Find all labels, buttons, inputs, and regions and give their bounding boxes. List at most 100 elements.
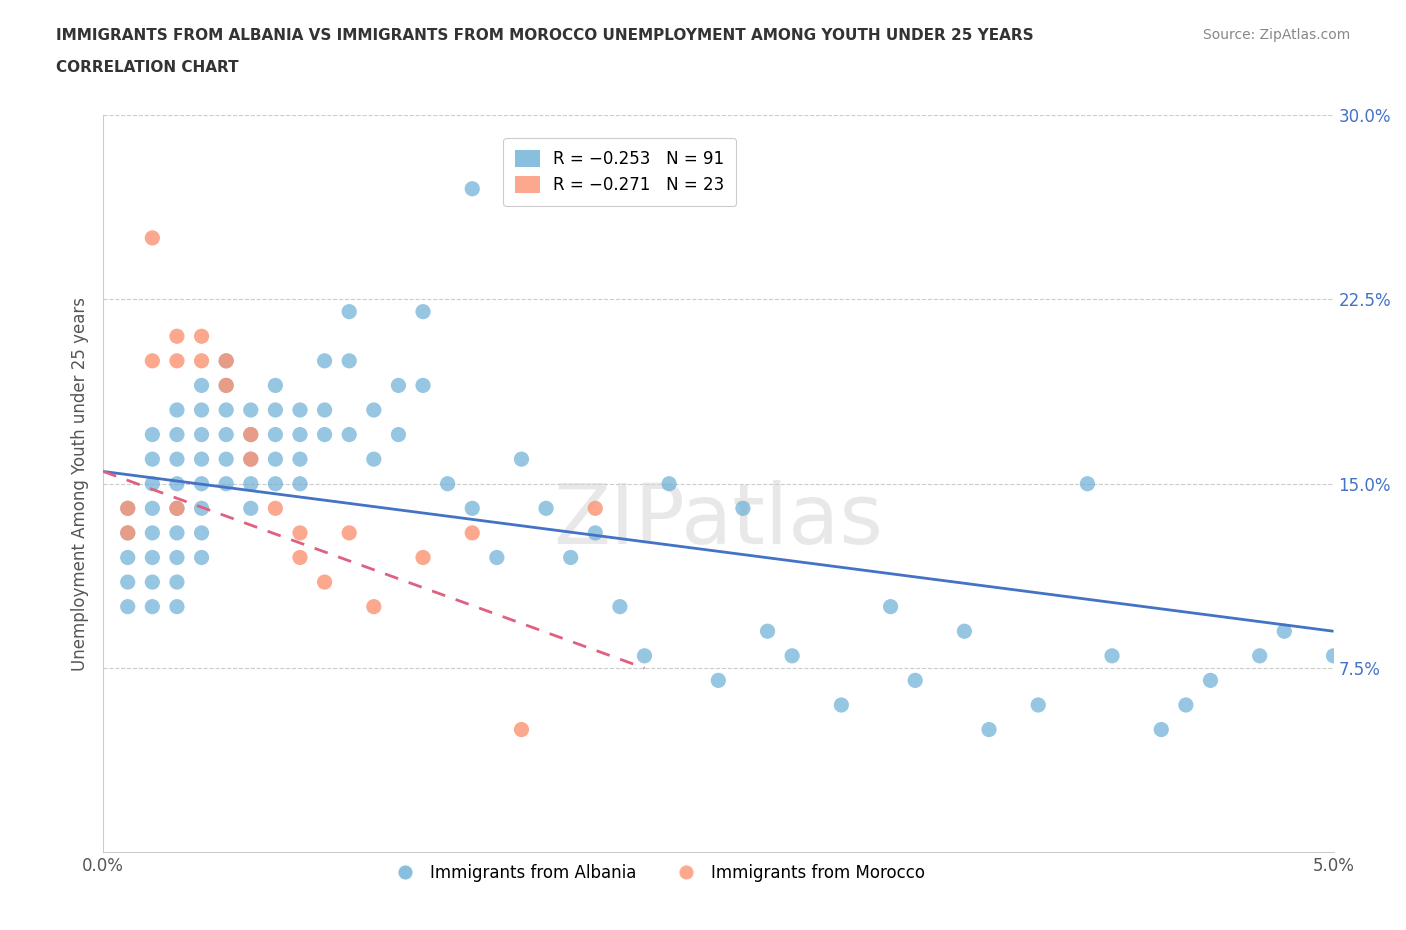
Point [215,427,238,442]
Point [215,353,238,368]
Point [239,501,262,516]
Point [215,353,238,368]
Point [166,476,188,491]
Point [264,452,287,467]
Point [239,427,262,442]
Point [314,427,336,442]
Point [215,403,238,418]
Point [141,353,163,368]
Point [560,550,582,565]
Point [215,378,238,392]
Point [1174,698,1197,712]
Point [756,624,779,639]
Point [239,452,262,467]
Point [141,231,163,246]
Point [337,525,360,540]
Point [609,599,631,614]
Point [239,452,262,467]
Point [461,501,484,516]
Point [314,353,336,368]
Point [387,427,409,442]
Point [436,476,458,491]
Point [1150,722,1173,737]
Point [117,525,139,540]
Point [412,550,434,565]
Point [387,378,409,392]
Point [1101,648,1123,663]
Point [879,599,901,614]
Point [288,403,311,418]
Point [1076,476,1098,491]
Point [117,550,139,565]
Point [780,648,803,663]
Point [953,624,976,639]
Point [117,525,139,540]
Point [117,501,139,516]
Point [534,501,557,516]
Point [141,427,163,442]
Point [166,575,188,590]
Point [190,525,212,540]
Text: IMMIGRANTS FROM ALBANIA VS IMMIGRANTS FROM MOROCCO UNEMPLOYMENT AMONG YOUTH UNDE: IMMIGRANTS FROM ALBANIA VS IMMIGRANTS FR… [56,28,1033,43]
Text: CORRELATION CHART: CORRELATION CHART [56,60,239,75]
Point [264,501,287,516]
Point [141,476,163,491]
Point [583,525,606,540]
Point [166,501,188,516]
Text: Source: ZipAtlas.com: Source: ZipAtlas.com [1202,28,1350,42]
Point [239,476,262,491]
Point [1322,648,1344,663]
Point [731,501,754,516]
Point [166,403,188,418]
Point [264,427,287,442]
Point [1026,698,1049,712]
Point [141,575,163,590]
Point [1272,624,1295,639]
Point [288,550,311,565]
Point [363,452,385,467]
Point [215,378,238,392]
Y-axis label: Unemployment Among Youth under 25 years: Unemployment Among Youth under 25 years [72,297,89,671]
Point [264,476,287,491]
Point [166,329,188,344]
Point [190,378,212,392]
Point [239,427,262,442]
Point [264,378,287,392]
Point [141,550,163,565]
Point [363,599,385,614]
Point [1249,648,1271,663]
Point [288,427,311,442]
Point [190,427,212,442]
Point [166,427,188,442]
Point [117,501,139,516]
Point [166,501,188,516]
Legend: Immigrants from Albania, Immigrants from Morocco: Immigrants from Albania, Immigrants from… [381,857,932,888]
Point [830,698,852,712]
Point [412,378,434,392]
Point [1199,673,1222,688]
Point [190,501,212,516]
Point [190,476,212,491]
Point [510,722,533,737]
Text: ZIPatlas: ZIPatlas [554,480,883,561]
Point [977,722,1000,737]
Point [166,599,188,614]
Point [215,476,238,491]
Point [583,501,606,516]
Point [190,452,212,467]
Point [166,550,188,565]
Point [166,353,188,368]
Point [117,599,139,614]
Point [166,452,188,467]
Point [412,304,434,319]
Point [337,427,360,442]
Point [117,575,139,590]
Point [314,575,336,590]
Point [363,403,385,418]
Point [141,501,163,516]
Point [288,452,311,467]
Point [239,403,262,418]
Point [288,525,311,540]
Point [337,304,360,319]
Point [707,673,730,688]
